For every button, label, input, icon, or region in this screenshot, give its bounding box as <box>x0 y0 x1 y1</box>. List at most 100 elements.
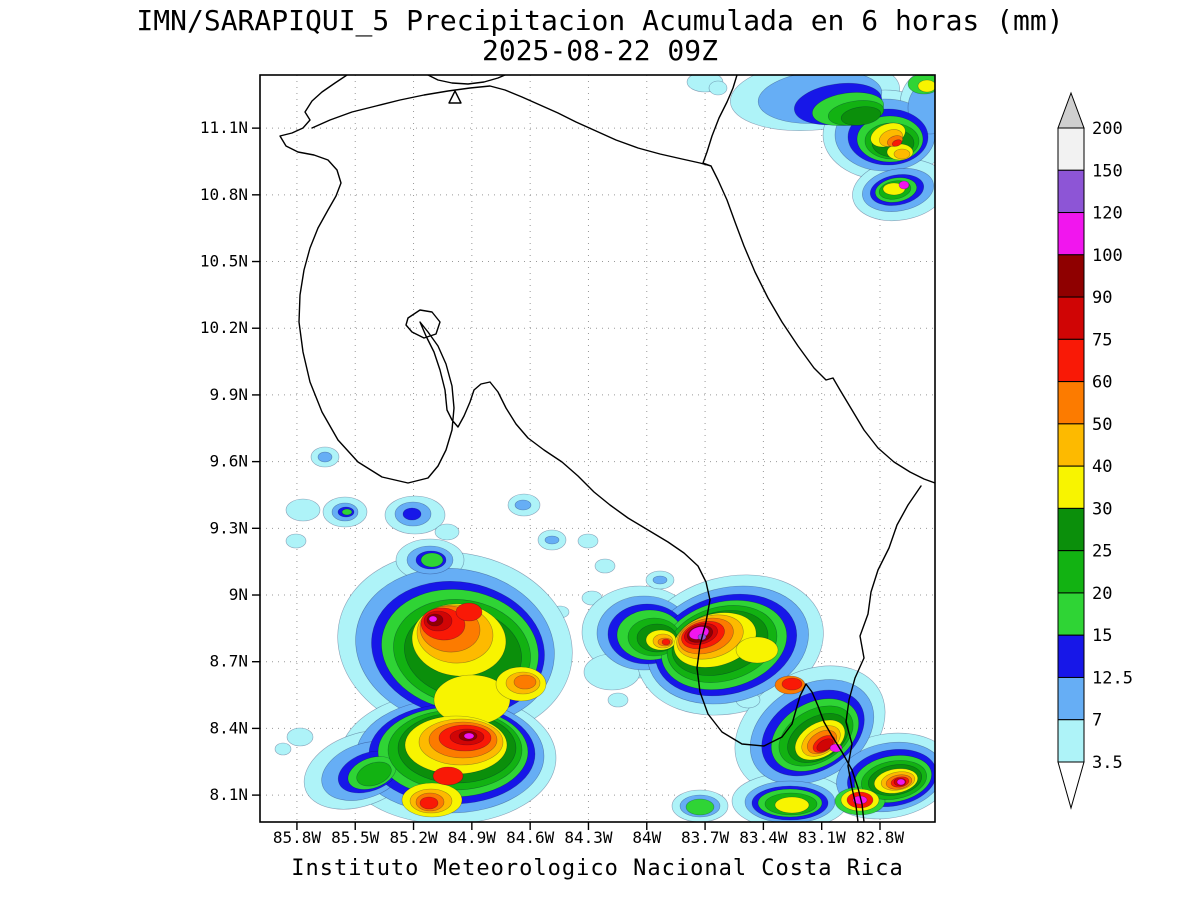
colorbar-segment <box>1057 127 1085 171</box>
precip-cell <box>661 638 671 646</box>
colorbar-label: 12.5 <box>1092 668 1133 688</box>
colorbar-segment <box>1057 338 1085 383</box>
precip-cell <box>652 575 668 585</box>
precip-cell <box>735 636 779 664</box>
colorbar-label: 150 <box>1092 161 1123 181</box>
precip-cell <box>544 535 560 545</box>
lon-tick-label: 83.7W <box>681 828 730 847</box>
lat-tick-label: 10.8N <box>200 185 248 204</box>
plot-frame <box>259 74 936 823</box>
colorbar: 200 150 120 100 90 75 60 50 40 30 25 20 15 12.5 7 3.5 <box>1057 91 1133 810</box>
lon-tick-label: 82.8W <box>856 828 905 847</box>
precip-cell <box>594 558 616 574</box>
lat-tick-label: 9.9N <box>209 385 248 404</box>
colorbar-label: 120 <box>1092 204 1123 224</box>
colorbar-segment <box>1057 592 1085 636</box>
lon-tick-label: 84.3W <box>564 828 613 847</box>
colorbar-label: 3.5 <box>1092 753 1123 773</box>
lat-tick-label: 8.7N <box>209 652 248 671</box>
colorbar-label: 60 <box>1092 373 1112 393</box>
colorbar-label: 20 <box>1092 584 1112 604</box>
colorbar-segment <box>1057 169 1085 214</box>
lon-tick-label: 85.2W <box>389 828 438 847</box>
colorbar-label: 25 <box>1092 542 1112 562</box>
chart-subtitle-datetime: 2025-08-22 09Z <box>481 34 718 67</box>
colorbar-segment <box>1057 550 1085 594</box>
coastline <box>311 85 712 167</box>
precip-field <box>274 75 935 822</box>
precip-cell <box>781 677 803 691</box>
lat-tick-label: 10.5N <box>200 252 248 271</box>
precip-cell <box>514 499 532 511</box>
colorbar-segment <box>1057 296 1085 340</box>
precip-cell <box>896 778 906 786</box>
lat-tick-label: 8.4N <box>209 718 248 737</box>
precip-cell <box>463 732 475 740</box>
coastline <box>427 75 506 85</box>
lat-tick-label: 10.2N <box>200 318 248 337</box>
precip-cell <box>513 674 537 690</box>
precip-cell <box>402 507 422 521</box>
lat-tick-label: 9.6N <box>209 452 248 471</box>
colorbar-label: 30 <box>1092 499 1112 519</box>
colorbar-label: 50 <box>1092 415 1112 435</box>
precip-cell <box>432 766 464 786</box>
colorbar-segment <box>1057 634 1085 678</box>
colorbar-label: 75 <box>1092 330 1112 350</box>
precip-cell <box>286 727 314 747</box>
colorbar-segment <box>1057 381 1085 425</box>
colorbar-arrow-bottom <box>1057 761 1085 810</box>
precip-cell <box>840 106 882 126</box>
precip-cell <box>708 80 728 96</box>
precip-cell <box>685 798 715 816</box>
colorbar-label: 200 <box>1092 119 1123 139</box>
precip-cell <box>455 602 483 622</box>
lat-tick-label: 11.1N <box>200 118 248 137</box>
precip-cell <box>419 796 439 810</box>
precip-cell <box>917 79 935 93</box>
lon-tick-label: 84.6W <box>506 828 555 847</box>
colorbar-segment <box>1057 254 1085 298</box>
colorbar-label: 40 <box>1092 457 1112 477</box>
colorbar-segment <box>1057 465 1085 509</box>
axis-ticks <box>252 127 881 830</box>
lon-tick-label: 85.5W <box>331 828 380 847</box>
coastline <box>845 485 922 822</box>
precip-cell <box>341 508 353 516</box>
precip-cell <box>285 498 321 522</box>
colorbar-label: 15 <box>1092 626 1112 646</box>
precip-cell <box>274 742 292 756</box>
colorbar-segment <box>1057 212 1085 256</box>
precip-cell <box>317 451 333 463</box>
lon-tick-label: 83.4W <box>739 828 788 847</box>
lon-tick-label: 84.9W <box>448 828 497 847</box>
coastline <box>702 75 935 484</box>
colorbar-segment <box>1057 676 1085 721</box>
precip-cell <box>356 761 392 787</box>
precip-cell <box>577 533 599 549</box>
colorbar-arrow-top <box>1057 91 1085 129</box>
colorbar-label: 90 <box>1092 288 1112 308</box>
colorbar-label: 100 <box>1092 246 1123 266</box>
precip-cell <box>891 139 903 147</box>
colorbar-segment <box>1057 423 1085 467</box>
island-outline <box>448 90 462 104</box>
lon-tick-label: 85.8W <box>273 828 322 847</box>
island-outline <box>405 309 441 339</box>
precip-cell <box>893 148 911 160</box>
lon-tick-label: 83.1W <box>798 828 847 847</box>
lon-tick-label: 84W <box>632 828 661 847</box>
lat-tick-label: 9.3N <box>209 518 248 537</box>
colorbar-segment <box>1057 507 1085 552</box>
colorbar-segment <box>1057 719 1085 763</box>
footer-caption: Instituto Meteorologico Nacional Costa R… <box>291 856 904 881</box>
axis-labels: 11.1N 10.8N 10.5N 10.2N 9.9N 9.6N 9.3N 9N 8.7N 8.… <box>200 118 905 847</box>
precip-cell <box>420 552 444 568</box>
precip-cell <box>434 523 460 541</box>
precip-cell <box>898 180 910 190</box>
precip-cell <box>428 615 438 623</box>
coastlines <box>279 75 935 822</box>
lat-tick-label: 9N <box>229 585 248 604</box>
